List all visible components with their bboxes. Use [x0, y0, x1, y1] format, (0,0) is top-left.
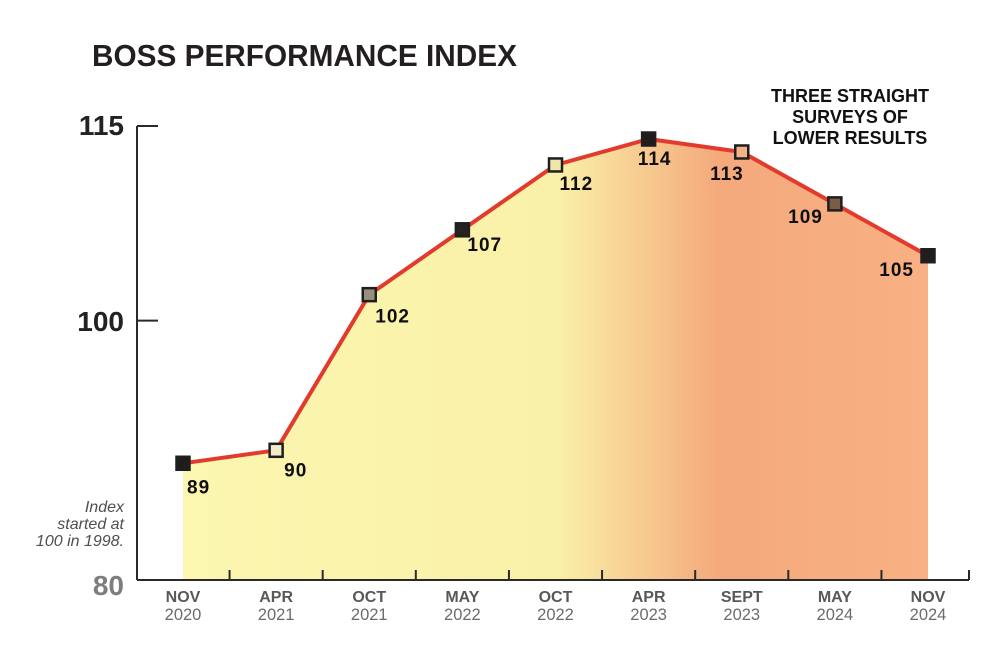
- x-axis-label-year: 2022: [444, 606, 481, 624]
- x-axis-label-year: 2023: [723, 606, 760, 624]
- x-axis-label-year: 2021: [258, 606, 295, 624]
- data-point-label: 114: [638, 149, 672, 170]
- x-axis-label-year: 2024: [817, 606, 854, 624]
- x-axis-label-year: 2023: [630, 606, 667, 624]
- data-point-label: 112: [560, 174, 594, 195]
- data-point-marker: [640, 131, 657, 147]
- data-point-label: 90: [284, 460, 307, 481]
- data-point-label: 105: [879, 260, 914, 281]
- x-axis-label-month: SEPT: [721, 589, 763, 606]
- index-note-line: Index: [84, 499, 124, 516]
- x-axis-label-month: OCT: [539, 589, 573, 606]
- data-point-marker: [175, 455, 191, 472]
- area-fill: [183, 139, 928, 580]
- data-point-marker: [734, 144, 750, 160]
- data-point-marker: [547, 157, 564, 173]
- x-axis-label-month: APR: [259, 589, 293, 606]
- x-axis-label-month: MAY: [445, 589, 479, 606]
- x-axis-label-month: OCT: [352, 589, 386, 606]
- x-axis-label-year: 2021: [351, 606, 388, 624]
- x-axis-label-month: NOV: [911, 589, 946, 606]
- index-note-line: started at: [57, 516, 124, 533]
- x-axis-label-year: 2022: [537, 606, 574, 624]
- annotation-line: THREE STRAIGHT: [770, 86, 929, 106]
- x-axis-label-month: NOV: [166, 589, 201, 606]
- annotation-line: SURVEYS OF: [792, 107, 908, 127]
- x-axis-label-year: 2024: [910, 606, 947, 624]
- y-axis-label-80: 80: [92, 570, 124, 601]
- annotation-three-straight-surveys: THREE STRAIGHT SURVEYS OF LOWER RESULTS: [735, 86, 965, 149]
- x-axis-label-month: APR: [632, 589, 666, 606]
- annotation-line: LOWER RESULTS: [772, 128, 928, 148]
- y-axis-label-100: 100: [77, 306, 124, 337]
- data-point-label: 109: [788, 207, 823, 228]
- data-point-marker: [268, 442, 284, 459]
- chart-title: BOSS PERFORMANCE INDEX: [92, 38, 517, 73]
- data-point-marker: [454, 222, 471, 238]
- index-note: Index started at 100 in 1998.: [0, 499, 124, 550]
- data-point-label: 107: [467, 235, 502, 256]
- data-point-label: 89: [187, 477, 210, 498]
- data-point-label: 102: [375, 307, 410, 328]
- x-axis-label-month: MAY: [818, 589, 852, 606]
- data-point-label: 113: [710, 164, 744, 185]
- data-point-marker: [827, 196, 843, 212]
- x-axis-label-year: 2020: [165, 606, 202, 624]
- index-note-line: 100 in 1998.: [35, 533, 124, 550]
- data-point-marker: [361, 286, 377, 303]
- data-point-marker: [920, 248, 936, 264]
- y-axis-label-115: 115: [78, 110, 124, 141]
